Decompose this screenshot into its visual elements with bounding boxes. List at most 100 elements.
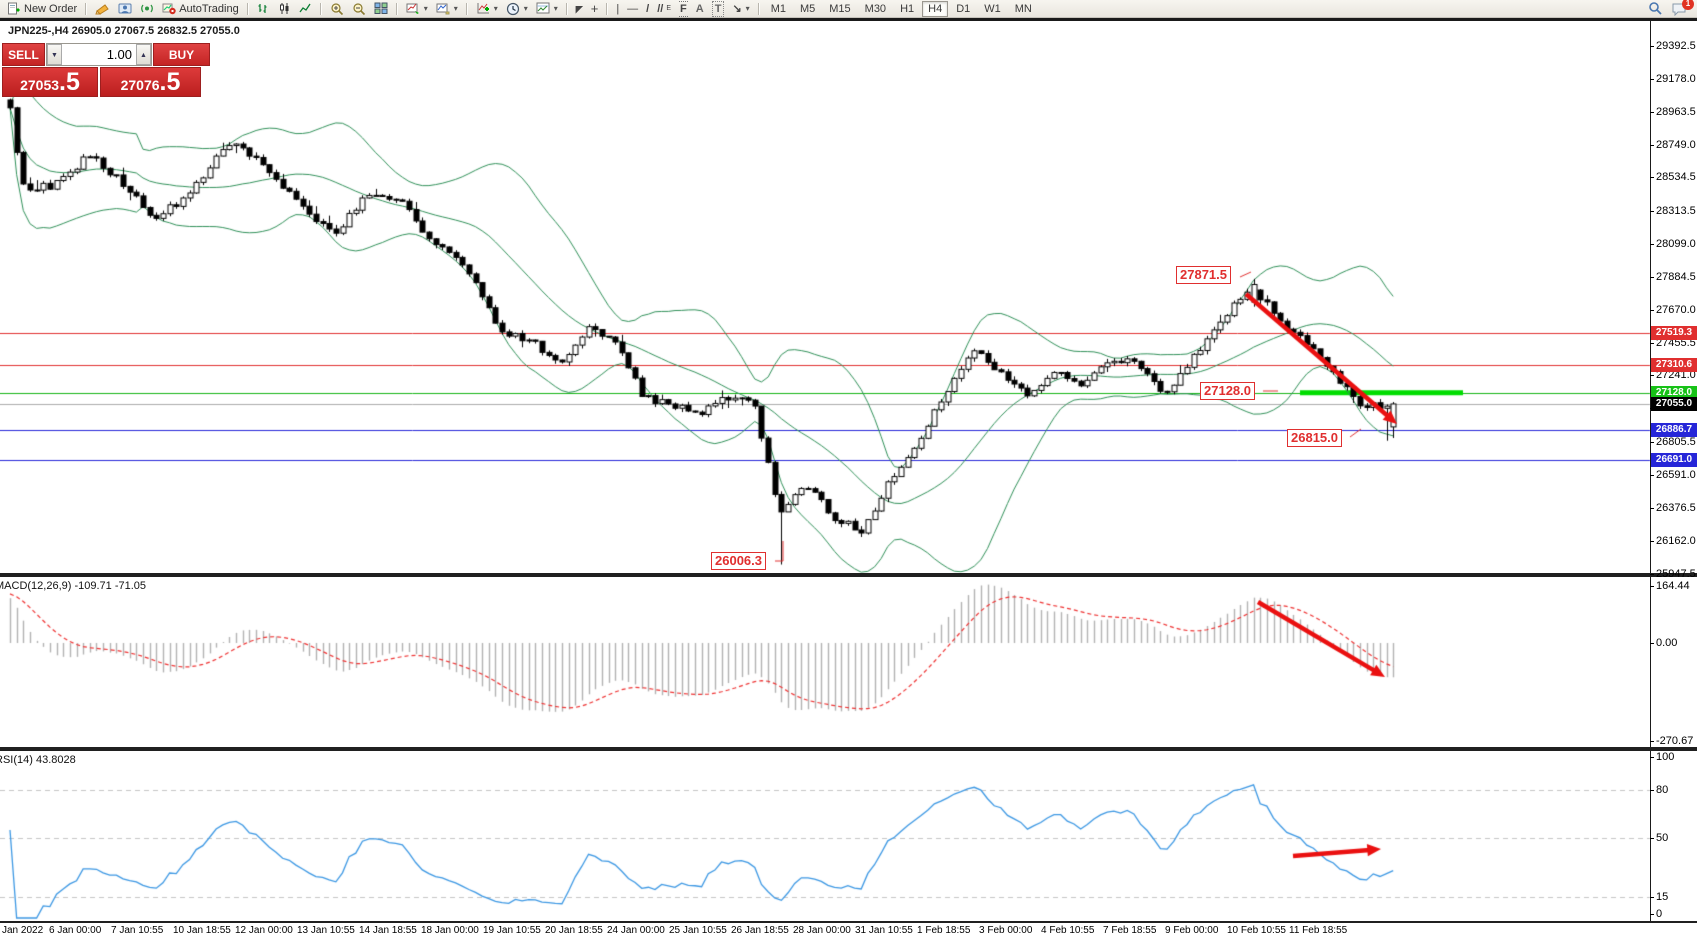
- time-axis-label: 25 Jan 10:55: [669, 925, 727, 936]
- equidistant-channel-tool-button[interactable]: //E: [654, 1, 674, 17]
- price-axis-label: 29178.0: [1656, 72, 1696, 85]
- chart-profiles-button[interactable]: ▾: [433, 1, 461, 17]
- price-axis-tick: [1650, 78, 1654, 80]
- notifications-button[interactable]: 1: [1671, 0, 1694, 16]
- price-axis-label: 28749.0: [1656, 138, 1696, 151]
- chart-title: JPN225-,H4 26905.0 27067.5 26832.5 27055…: [8, 25, 240, 37]
- timeframe-m15-button[interactable]: M15: [829, 2, 851, 15]
- timeframe-w1-button[interactable]: W1: [984, 2, 1001, 15]
- signals-button[interactable]: [137, 1, 157, 17]
- price-axis-tick: [1650, 111, 1654, 113]
- chevron-down-icon: ▾: [523, 4, 528, 13]
- time-axis-label: 3 Feb 00:00: [979, 925, 1033, 936]
- price-axis-tick: [1650, 540, 1654, 542]
- buy-price-main: 27076: [120, 77, 160, 93]
- time-axis-label: 4 Feb 10:55: [1041, 925, 1095, 936]
- text-tool-button[interactable]: A: [693, 1, 707, 17]
- volume-input[interactable]: [62, 44, 136, 65]
- publisher-button[interactable]: [115, 1, 135, 17]
- buy-price-display[interactable]: 27076.5: [100, 67, 201, 97]
- price-annotation-label[interactable]: 26815.0: [1287, 429, 1342, 447]
- macd-scale-tick: [1650, 741, 1654, 742]
- bar-chart-button[interactable]: [254, 1, 273, 17]
- panel-separator-macd[interactable]: [0, 573, 1697, 577]
- autotrading-button[interactable]: AutoTrading: [159, 1, 242, 17]
- periods-button[interactable]: ▾: [503, 1, 531, 17]
- price-axis-tick: [1650, 442, 1654, 444]
- timeframe-h1-button[interactable]: H1: [900, 2, 915, 15]
- timeframe-h4-button[interactable]: H4: [922, 0, 949, 17]
- price-axis-tick: [1650, 375, 1654, 377]
- tile-windows-icon: [374, 2, 388, 14]
- buy-button[interactable]: BUY: [153, 43, 210, 66]
- rsi-scale-label: 50: [1656, 832, 1669, 844]
- toolbar-separator: [395, 2, 398, 15]
- price-axis-label: 28963.5: [1656, 105, 1696, 118]
- candlestick-chart-button[interactable]: [275, 1, 294, 17]
- sell-price-display[interactable]: 27053.5: [2, 67, 98, 97]
- time-axis-label: 7 Jan 10:55: [111, 925, 164, 936]
- macd-scale-tick: [1650, 586, 1654, 587]
- channel-icon: //: [657, 2, 664, 15]
- horizontal-line-icon: —: [627, 2, 639, 15]
- chevron-down-icon: ▾: [423, 4, 428, 13]
- timeframe-d1-button[interactable]: D1: [956, 2, 971, 15]
- timeframe-mn-button[interactable]: MN: [1014, 2, 1032, 15]
- cursor-tool-button[interactable]: ◤: [573, 1, 586, 17]
- price-axis-tick: [1650, 573, 1654, 575]
- price-axis-tick: [1650, 177, 1654, 179]
- zoom-out-button[interactable]: [349, 1, 369, 17]
- arrows-tool-button[interactable]: ↘ ▾: [729, 1, 752, 17]
- macd-scale-tick: [1650, 643, 1654, 644]
- new-order-button[interactable]: New Order: [4, 1, 80, 17]
- crayon-button[interactable]: [92, 1, 113, 17]
- fibonacci-tool-button[interactable]: F: [676, 0, 691, 17]
- text-icon: A: [695, 2, 704, 15]
- templates-button[interactable]: ▾: [533, 1, 561, 17]
- trendline-tool-button[interactable]: /: [643, 1, 652, 17]
- zoom-in-button[interactable]: [327, 1, 347, 17]
- line-chart-button[interactable]: [296, 1, 315, 17]
- time-axis-label: 31 Jan 10:55: [855, 925, 913, 936]
- vertical-line-tool-button[interactable]: |: [613, 1, 622, 17]
- time-axis-label: 9 Feb 00:00: [1165, 925, 1219, 936]
- fibonacci-icon: F: [679, 0, 688, 17]
- price-axis-label: 28099.0: [1656, 238, 1696, 251]
- rsi-scale-tick: [1650, 897, 1654, 898]
- price-axis-label: 28313.5: [1656, 205, 1696, 218]
- rsi-scale-label: 100: [1656, 751, 1675, 763]
- price-axis-label: 26162.0: [1656, 534, 1696, 547]
- rsi-scale-tick: [1650, 838, 1654, 839]
- sell-button[interactable]: SELL: [2, 43, 45, 66]
- horizontal-line-tool-button[interactable]: —: [624, 1, 641, 17]
- tile-windows-button[interactable]: [371, 1, 391, 17]
- timeframe-m30-button[interactable]: M30: [864, 2, 887, 15]
- new-order-icon: [8, 2, 20, 14]
- toolbar-separator: [606, 2, 609, 15]
- volume-increase-button[interactable]: ▲: [136, 44, 151, 65]
- indicators-button[interactable]: ▾: [473, 1, 501, 17]
- text-label-tool-button[interactable]: T: [709, 0, 728, 17]
- cursor-icon: ◤: [575, 3, 583, 14]
- time-axis-label: 12 Jan 00:00: [235, 925, 293, 936]
- price-annotation-label[interactable]: 27128.0: [1200, 382, 1255, 400]
- toolbar-separator: [465, 2, 468, 15]
- sell-price-pips: .5: [59, 68, 80, 96]
- price-axis-label: 28534.5: [1656, 171, 1696, 184]
- toolbar-separator: [757, 2, 760, 15]
- price-axis-tick: [1650, 309, 1654, 311]
- level-price-tag: 26691.0: [1651, 452, 1697, 467]
- time-axis-label: 20 Jan 18:55: [545, 925, 603, 936]
- new-chart-button[interactable]: ▾: [403, 1, 431, 17]
- price-annotation-label[interactable]: 26006.3: [711, 552, 766, 570]
- search-icon[interactable]: [1648, 1, 1663, 16]
- price-axis-label: 25947.5: [1656, 567, 1696, 580]
- panel-separator-rsi[interactable]: [0, 747, 1697, 751]
- timeframe-m1-button[interactable]: M1: [770, 2, 786, 15]
- timeframe-m5-button[interactable]: M5: [799, 2, 816, 15]
- crosshair-tool-button[interactable]: +: [588, 1, 602, 17]
- price-annotation-label[interactable]: 27871.5: [1176, 266, 1231, 284]
- volume-decrease-button[interactable]: ▼: [47, 44, 62, 65]
- time-axis-label: 10 Jan 18:55: [173, 925, 231, 936]
